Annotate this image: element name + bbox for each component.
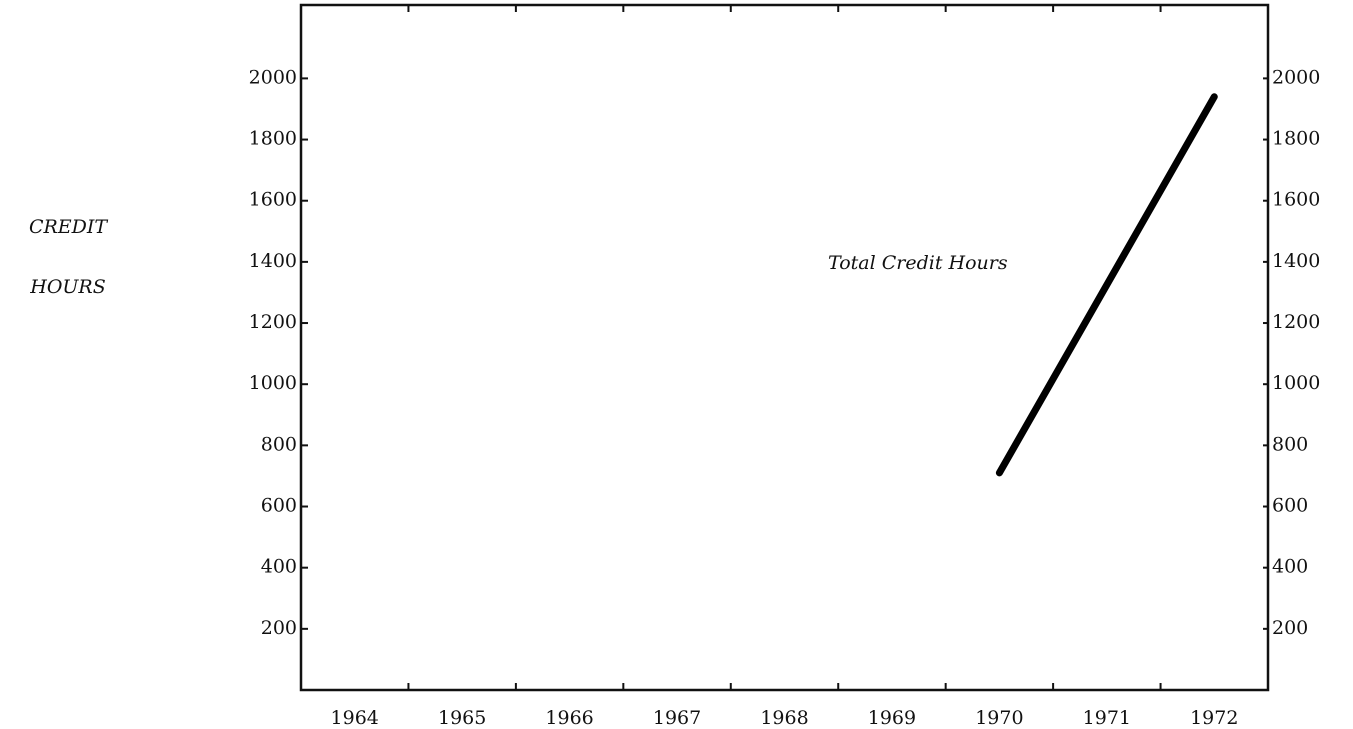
y2-tick-label: 400: [1272, 556, 1308, 578]
y-tick-label: 400: [261, 556, 297, 578]
y-axis-label: CREDIT: [29, 216, 108, 238]
y-tick-label: 1200: [249, 311, 297, 333]
y2-tick-label: 1200: [1272, 311, 1320, 333]
y-tick-label: 200: [261, 617, 297, 639]
x-tick-label: 1971: [1083, 707, 1131, 729]
y-tick-label: 1800: [249, 128, 297, 150]
y-tick-label: 800: [261, 433, 297, 455]
x-tick-label: 1967: [653, 707, 701, 729]
x-tick-label: 1970: [975, 707, 1023, 729]
y-tick-label: 1400: [249, 250, 297, 272]
y2-tick-label: 600: [1272, 495, 1308, 517]
x-tick-label: 1968: [760, 707, 808, 729]
x-tick-label: 1965: [438, 707, 486, 729]
y-axis-label: HOURS: [29, 276, 105, 298]
x-tick-label: 1966: [545, 707, 593, 729]
annotation: Total Credit Hours: [828, 252, 1008, 274]
x-tick-label: 1964: [331, 707, 379, 729]
plot-frame: [299, 3, 1270, 692]
x-tick-label: 1972: [1190, 707, 1238, 729]
y-tick-label: 1000: [249, 372, 297, 394]
y2-tick-label: 200: [1272, 617, 1308, 639]
y2-tick-label: 1400: [1272, 250, 1320, 272]
x-tick-label: 1969: [868, 707, 916, 729]
y2-tick-label: 1600: [1272, 189, 1320, 211]
y-tick-label: 1600: [249, 189, 297, 211]
y2-tick-label: 800: [1272, 433, 1308, 455]
y2-tick-label: 1800: [1272, 128, 1320, 150]
y-tick-label: 2000: [249, 66, 297, 88]
data-line: [995, 93, 1218, 477]
y2-tick-label: 2000: [1272, 66, 1320, 88]
y-tick-label: 600: [261, 495, 297, 517]
y2-tick-label: 1000: [1272, 372, 1320, 394]
